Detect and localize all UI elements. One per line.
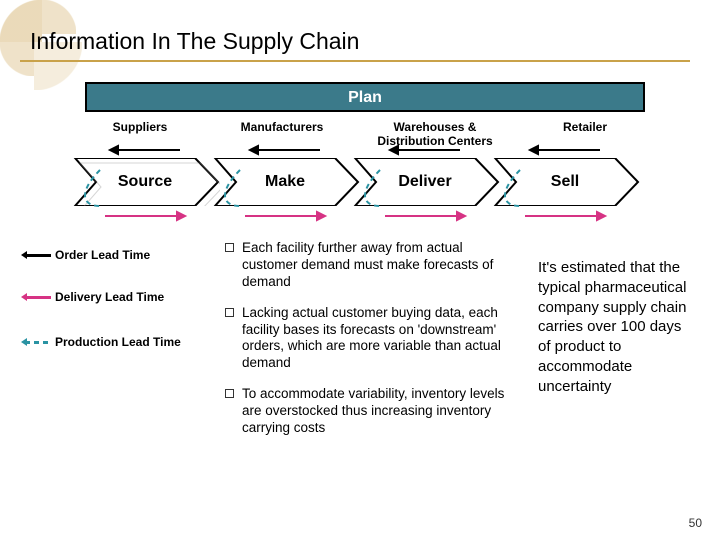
column-label-suppliers: Suppliers — [95, 120, 185, 134]
process-arrow-row: Source Make Deliver Sell — [70, 158, 670, 214]
bullet-box-icon — [225, 389, 234, 398]
legend-order-lead-time: Order Lead Time — [55, 248, 150, 262]
column-label-retailer: Retailer — [540, 120, 630, 134]
title-underline — [20, 60, 690, 62]
arrow-label: Deliver — [350, 158, 500, 206]
bullet-item: To accommodate variability, inventory le… — [225, 386, 510, 437]
bullet-item: Lacking actual customer buying data, eac… — [225, 305, 510, 373]
page-number: 50 — [689, 516, 702, 530]
arrow-sell: Sell — [490, 158, 640, 206]
page-title: Information In The Supply Chain — [30, 28, 359, 55]
column-label-warehouses: Warehouses & Distribution Centers — [360, 120, 510, 148]
arrow-make: Make — [210, 158, 360, 206]
bullet-text: To accommodate variability, inventory le… — [242, 386, 510, 437]
arrow-label: Sell — [490, 158, 640, 206]
bullet-item: Each facility further away from actual c… — [225, 240, 510, 291]
arrow-source: Source — [70, 158, 220, 206]
side-callout: It's estimated that the typical pharmace… — [538, 258, 698, 397]
bullet-box-icon — [225, 243, 234, 252]
bullet-text: Each facility further away from actual c… — [242, 240, 510, 291]
plan-bar: Plan — [85, 82, 645, 112]
arrow-deliver: Deliver — [350, 158, 500, 206]
arrow-label: Make — [210, 158, 360, 206]
bullet-text: Lacking actual customer buying data, eac… — [242, 305, 510, 373]
bullet-box-icon — [225, 308, 234, 317]
bullet-list: Each facility further away from actual c… — [225, 240, 510, 451]
column-label-manufacturers: Manufacturers — [222, 120, 342, 134]
legend-delivery-lead-time: Delivery Lead Time — [55, 290, 164, 304]
arrow-label: Source — [70, 158, 220, 206]
legend-production-lead-time: Production Lead Time — [55, 335, 181, 349]
